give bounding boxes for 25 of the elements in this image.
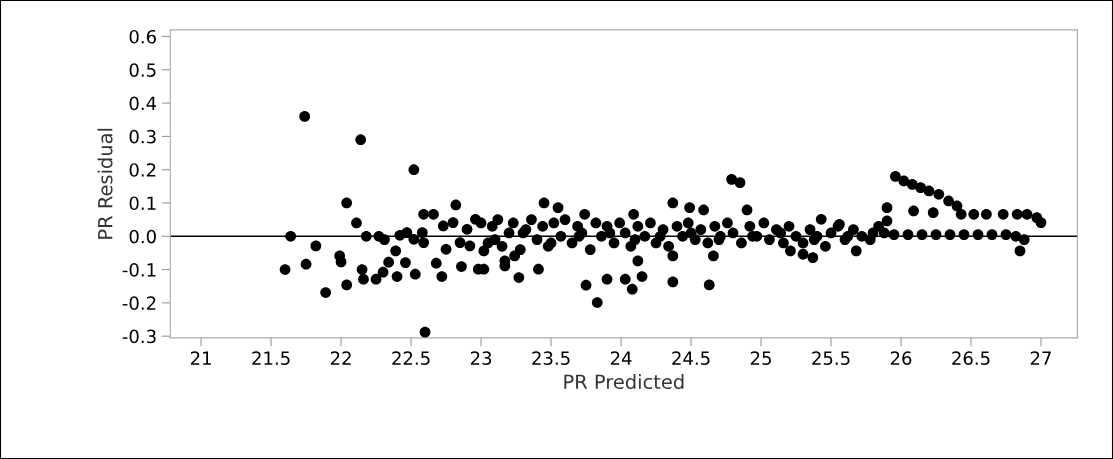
x-tick-label: 24.5 [672, 351, 710, 365]
y-tick-label: 0.4 [129, 96, 157, 111]
x-tick-label: 27 [1030, 351, 1051, 365]
y-tick-label: -0.2 [122, 296, 156, 310]
x-tick-label: 23.5 [532, 351, 570, 365]
y-axis-title: PR Residual [97, 128, 113, 239]
y-tick-label: 0.6 [129, 29, 156, 44]
x-tick-label: 21 [190, 351, 211, 365]
x-tick-label: 23 [470, 351, 492, 365]
y-tick-label: 0.3 [129, 129, 156, 144]
y-tick-label: -0.3 [122, 329, 156, 344]
x-tick-label: 24 [610, 351, 632, 365]
x-tick-label: 26 [890, 351, 912, 365]
x-tick-label: 22 [330, 351, 351, 365]
y-tick-label: 0.0 [129, 229, 156, 244]
x-tick-label: 21.5 [252, 351, 290, 365]
y-tick-label: -0.1 [122, 263, 156, 277]
x-tick-label: 26.5 [952, 351, 990, 365]
x-axis-title: PR Predicted [564, 374, 684, 390]
x-tick-label: 25.5 [812, 351, 850, 365]
y-tick-label: 0.2 [129, 163, 156, 177]
y-tick-label: 0.5 [129, 63, 156, 77]
x-tick-label: 25 [750, 351, 771, 365]
y-tick-label: 0.1 [129, 196, 156, 211]
x-tick-label: 22.5 [392, 351, 430, 365]
